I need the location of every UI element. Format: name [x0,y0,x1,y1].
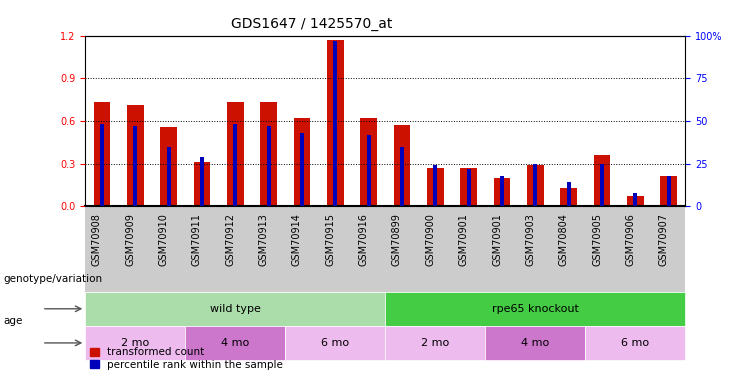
Bar [485,326,585,360]
Bar [660,177,677,206]
Text: 6 mo: 6 mo [622,338,649,348]
Bar [667,176,671,206]
Bar [393,125,411,206]
Text: GSM70912: GSM70912 [225,213,235,266]
Bar [193,162,210,206]
Text: GSM70899: GSM70899 [392,213,402,266]
Bar [494,178,511,206]
Legend: transformed count, percentile rank within the sample: transformed count, percentile rank withi… [90,347,283,370]
Bar [600,164,604,206]
Bar [385,326,485,360]
Bar [200,157,204,206]
Bar [185,326,285,360]
Bar [460,168,477,206]
Bar [100,124,104,206]
Bar [300,133,304,206]
Bar [567,183,571,206]
Text: GSM70905: GSM70905 [592,213,602,266]
Bar [133,126,137,206]
Bar [160,127,177,206]
Text: GSM70909: GSM70909 [125,213,136,266]
Bar [127,105,144,206]
Bar [585,326,685,360]
Bar [427,168,444,206]
Text: GSM70906: GSM70906 [625,213,636,266]
Text: GSM70915: GSM70915 [325,213,335,266]
Bar [293,118,310,206]
Bar [327,40,344,206]
Text: GSM70916: GSM70916 [359,213,368,266]
Text: rpe65 knockout: rpe65 knockout [492,304,579,314]
Text: 4 mo: 4 mo [221,338,250,348]
Text: genotype/variation: genotype/variation [4,274,103,284]
Bar [367,135,370,206]
Text: GSM70908: GSM70908 [92,213,102,266]
Bar [167,147,170,206]
Bar [594,155,611,206]
Text: GDS1647 / 1425570_at: GDS1647 / 1425570_at [230,17,392,31]
Bar [534,164,537,206]
Text: 4 mo: 4 mo [521,338,550,348]
Bar [85,292,385,326]
Bar [227,102,244,206]
Bar [627,196,644,206]
Bar [333,41,337,206]
Bar [267,126,270,206]
Bar [260,102,277,206]
Text: 6 mo: 6 mo [322,338,349,348]
Bar [400,147,404,206]
Bar [93,102,110,206]
Text: GSM70913: GSM70913 [259,213,268,266]
Text: GSM70911: GSM70911 [192,213,202,266]
Bar [85,326,185,360]
Bar [634,193,637,206]
Bar [233,124,237,206]
Bar [285,326,385,360]
Bar [560,188,577,206]
Text: GSM70914: GSM70914 [292,213,302,266]
Text: 2 mo: 2 mo [421,338,450,348]
Text: GSM70804: GSM70804 [559,213,569,266]
Text: GSM70901: GSM70901 [459,213,468,266]
Text: age: age [4,316,23,326]
Text: wild type: wild type [210,304,261,314]
Text: GSM70907: GSM70907 [659,213,669,266]
Bar [433,165,437,206]
Bar [467,169,471,206]
Text: GSM70910: GSM70910 [159,213,168,266]
Text: GSM70903: GSM70903 [525,213,535,266]
Text: GSM70901: GSM70901 [492,213,502,266]
Bar [360,118,377,206]
Text: 2 mo: 2 mo [121,338,150,348]
Bar [527,165,544,206]
Bar [500,176,504,206]
Text: GSM70900: GSM70900 [425,213,435,266]
Bar [385,292,685,326]
